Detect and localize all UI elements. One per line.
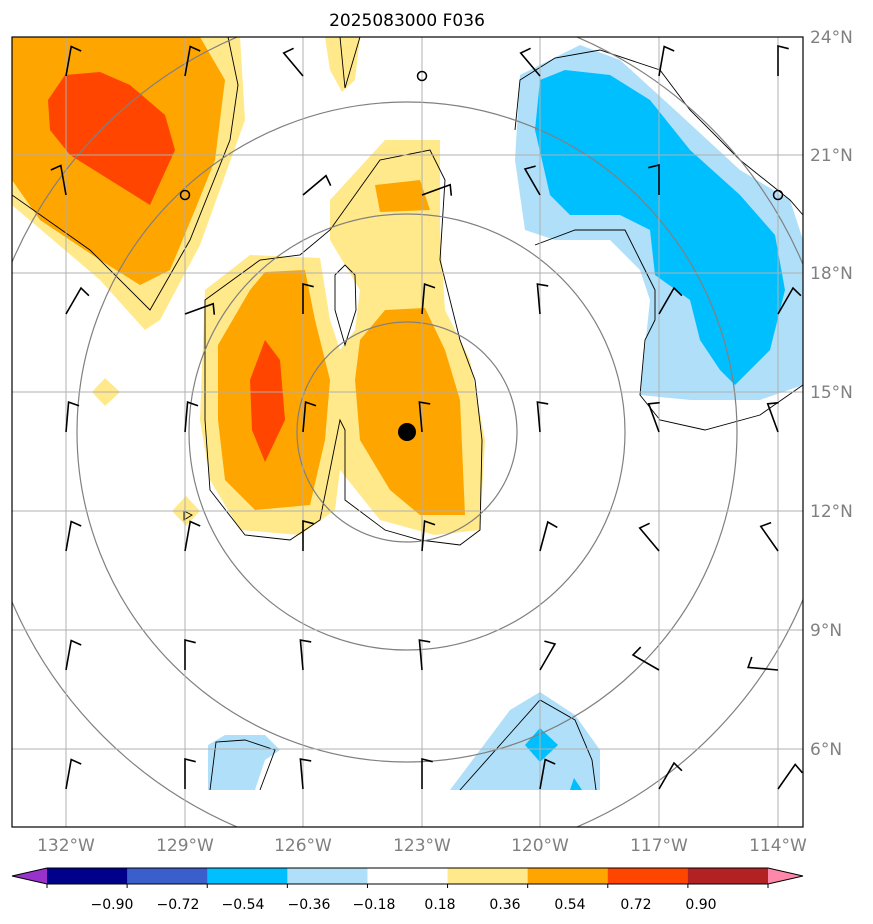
wind-barb	[418, 401, 431, 433]
wind-barb	[65, 758, 82, 790]
wind-barb	[299, 639, 312, 671]
colorbar-tick-labels: −0.90 −0.72 −0.54 −0.36 −0.18 0.18 0.36 …	[91, 897, 717, 913]
wind-barb	[421, 519, 436, 552]
longitude-labels: 132°W 129°W 126°W 123°W 120°W 117°W 114°…	[37, 836, 807, 856]
colorbar-tick: −0.36	[288, 897, 331, 913]
colorbar-segment	[447, 868, 529, 884]
wind-barb	[65, 520, 82, 552]
wind-barb	[658, 45, 675, 77]
wind-barb	[647, 401, 660, 433]
lon-label: 132°W	[37, 836, 95, 856]
colorbar-segment	[367, 868, 449, 884]
lat-label: 9°N	[810, 621, 842, 641]
wind-barb	[65, 639, 82, 671]
lon-label: 114°W	[749, 836, 807, 856]
colorbar-segment	[527, 868, 609, 884]
wind-barb	[539, 640, 557, 671]
lat-label: 18°N	[810, 264, 853, 284]
wind-barb	[658, 761, 683, 790]
wind-barb	[282, 47, 304, 77]
colorbar-tick: −0.18	[353, 897, 396, 913]
colorbar-segment	[687, 868, 769, 884]
wind-barb	[302, 400, 317, 433]
colorbar-segment	[127, 868, 208, 884]
wind-barb	[536, 283, 549, 315]
wind-barb	[302, 519, 314, 551]
wind-barb	[65, 45, 82, 77]
colorbar-tick: 0.54	[554, 897, 585, 913]
wind-barb	[50, 164, 67, 196]
wind-barb	[421, 282, 436, 315]
wind-barb	[777, 44, 789, 76]
storm-center-marker	[398, 423, 416, 441]
colorbar-segment	[207, 868, 288, 884]
lat-label: 6°N	[810, 740, 842, 760]
colorbar-extend-high	[768, 868, 803, 884]
wind-barb	[184, 757, 196, 789]
colorbar-segment	[47, 868, 128, 884]
wind-barb	[302, 174, 332, 196]
lat-label: 24°N	[810, 28, 853, 48]
lon-label: 123°W	[393, 836, 451, 856]
colorbar-tick: 0.90	[685, 897, 716, 913]
colorbar-extend-low	[12, 868, 47, 884]
wind-barb	[65, 286, 90, 315]
wind-barb	[184, 302, 216, 315]
wind-barb	[766, 401, 779, 433]
wind-barb	[777, 286, 802, 315]
lon-label: 120°W	[511, 836, 569, 856]
wind-barb	[184, 45, 201, 77]
wind-barb	[184, 638, 196, 670]
positive-field-strong	[48, 72, 285, 462]
contour-lines	[12, 37, 803, 791]
wind-barb	[539, 758, 556, 790]
wind-barb	[638, 522, 660, 552]
wind-barb	[746, 656, 779, 671]
wind-barb	[519, 47, 541, 77]
wind-barbs	[50, 44, 803, 790]
colorbar-tick: −0.90	[91, 897, 134, 913]
calm-markers	[179, 70, 784, 201]
colorbar-tick: 0.36	[489, 897, 520, 913]
lon-label: 126°W	[274, 836, 332, 856]
lon-label: 129°W	[156, 836, 214, 856]
colorbar	[11, 867, 804, 888]
colorbar-tick: −0.72	[157, 897, 200, 913]
wind-barb	[648, 163, 660, 195]
lat-label: 21°N	[810, 146, 853, 166]
colorbar-tick: 0.72	[620, 897, 651, 913]
lat-label: 12°N	[810, 502, 853, 522]
lon-label: 117°W	[630, 836, 688, 856]
colorbar-tick: −0.54	[222, 897, 265, 913]
distance-rings	[12, 37, 803, 827]
wind-barb	[418, 639, 431, 671]
wind-barb	[777, 763, 803, 790]
wind-barb	[421, 183, 453, 196]
colorbar-segment	[287, 868, 368, 884]
wind-barb	[184, 400, 199, 433]
map-area	[12, 37, 803, 827]
wind-barb	[759, 521, 779, 552]
figure-title: 2025083000 F036	[329, 11, 485, 31]
latitude-labels: 24°N 21°N 18°N 15°N 12°N 9°N 6°N	[810, 28, 853, 760]
wind-barb	[184, 520, 201, 552]
lat-label: 15°N	[810, 383, 853, 403]
wind-barb	[302, 282, 314, 314]
colorbar-segment	[607, 868, 689, 884]
wind-barb	[536, 401, 549, 433]
wind-barb	[523, 165, 541, 196]
wind-barb	[539, 520, 558, 552]
wind-barb	[421, 757, 433, 789]
colorbar-tick: 0.18	[424, 897, 455, 913]
map-frame	[11, 36, 804, 828]
wind-barb	[658, 286, 683, 315]
wind-barb	[299, 758, 312, 790]
wind-barb	[631, 646, 660, 671]
wind-barb	[65, 400, 80, 433]
